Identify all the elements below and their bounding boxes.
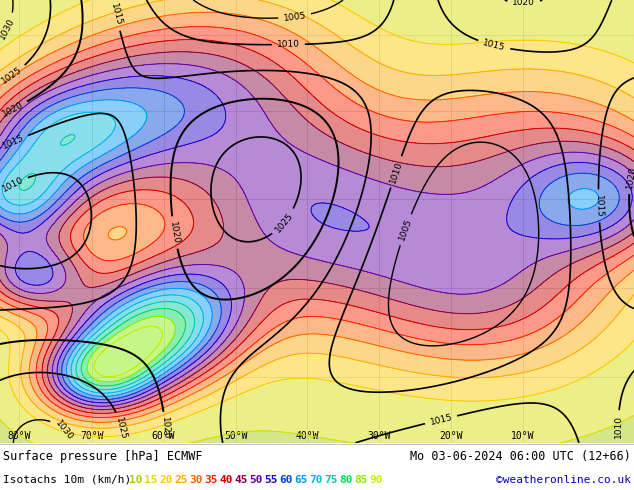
Text: 30: 30 — [189, 475, 203, 485]
Text: 1010: 1010 — [388, 160, 404, 184]
Text: 70: 70 — [309, 475, 323, 485]
Text: 35: 35 — [204, 475, 217, 485]
Text: 1020: 1020 — [168, 220, 181, 245]
Text: 1015: 1015 — [429, 413, 453, 427]
Text: 1025: 1025 — [0, 65, 24, 86]
Text: 40: 40 — [219, 475, 233, 485]
Text: Surface pressure [hPa] ECMWF: Surface pressure [hPa] ECMWF — [3, 450, 203, 463]
Polygon shape — [0, 0, 634, 443]
Text: 20°W: 20°W — [439, 431, 463, 441]
Text: 10: 10 — [129, 475, 143, 485]
Text: 30°W: 30°W — [367, 431, 391, 441]
Text: 50°W: 50°W — [224, 431, 248, 441]
Text: 45: 45 — [234, 475, 248, 485]
Text: 85: 85 — [354, 475, 368, 485]
Text: 10°W: 10°W — [511, 431, 535, 441]
Text: 20: 20 — [159, 475, 172, 485]
Text: 1015: 1015 — [108, 2, 123, 27]
Text: 90: 90 — [369, 475, 383, 485]
Text: 40°W: 40°W — [295, 431, 320, 441]
Text: 80: 80 — [339, 475, 353, 485]
Text: 75: 75 — [324, 475, 338, 485]
Text: Isotachs 10m (km/h): Isotachs 10m (km/h) — [3, 475, 138, 485]
Text: 1010: 1010 — [1, 175, 25, 194]
Text: 1020: 1020 — [624, 166, 634, 190]
Text: 1005: 1005 — [283, 11, 307, 23]
Text: 1025: 1025 — [273, 211, 295, 234]
Text: 70°W: 70°W — [80, 431, 104, 441]
Text: Mo 03-06-2024 06:00 UTC (12+66): Mo 03-06-2024 06:00 UTC (12+66) — [410, 450, 631, 463]
Text: 1015: 1015 — [594, 195, 604, 218]
Text: ©weatheronline.co.uk: ©weatheronline.co.uk — [496, 475, 631, 485]
Text: 1020: 1020 — [1, 100, 25, 119]
Text: 65: 65 — [294, 475, 307, 485]
Text: 60: 60 — [279, 475, 293, 485]
Text: 25: 25 — [174, 475, 188, 485]
Text: 15: 15 — [144, 475, 158, 485]
Text: 80°W: 80°W — [7, 431, 31, 441]
Text: 55: 55 — [264, 475, 278, 485]
Text: 1020: 1020 — [160, 416, 171, 440]
Text: 1005: 1005 — [398, 217, 413, 242]
Text: 1015: 1015 — [482, 38, 507, 52]
Text: 1015: 1015 — [1, 133, 25, 151]
Text: 50: 50 — [249, 475, 262, 485]
Text: 1025: 1025 — [114, 416, 128, 441]
Text: 1030: 1030 — [0, 16, 16, 41]
Text: 1020: 1020 — [512, 0, 535, 7]
Text: 60°W: 60°W — [152, 431, 176, 441]
Text: 1030: 1030 — [53, 419, 74, 442]
Text: 1010: 1010 — [614, 415, 623, 438]
Text: 1010: 1010 — [277, 40, 300, 49]
